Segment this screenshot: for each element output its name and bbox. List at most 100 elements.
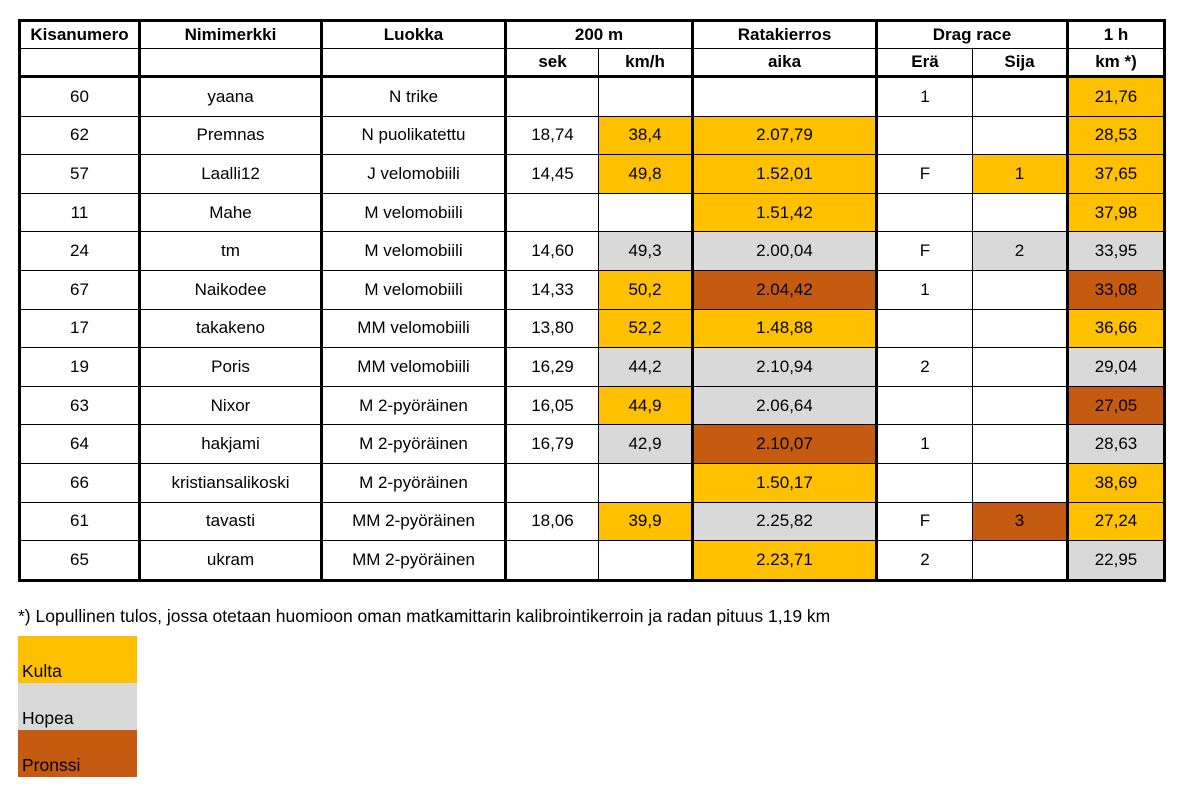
cell-luokka: N trike — [320, 76, 506, 117]
legend-label-gold: Kulta — [22, 661, 62, 681]
cell-sija: 1 — [972, 154, 1068, 194]
cell-aika: 1.52,01 — [691, 154, 877, 194]
table-row: 60 yaana N trike 1 21,76 — [19, 76, 1165, 117]
cell-sija — [972, 540, 1068, 581]
cell-nimimerkki: Poris — [138, 347, 322, 387]
header-empty-kisanumero — [19, 48, 140, 78]
cell-sek — [504, 540, 599, 581]
cell-nimimerkki: tm — [138, 231, 322, 271]
footnote: *) Lopullinen tulos, jossa otetaan huomi… — [18, 606, 831, 626]
cell-sija — [972, 347, 1068, 387]
cell-nimimerkki: ukram — [138, 540, 322, 581]
cell-sek: 14,45 — [504, 154, 599, 194]
cell-luokka: M 2-pyöräinen — [320, 462, 506, 503]
table-row: 24 tm M velomobiili 14,60 49,3 2.00,04 F 2 33,95 — [19, 231, 1165, 271]
cell-kmh: 44,2 — [598, 347, 693, 387]
cell-km: 22,95 — [1066, 540, 1165, 581]
cell-sija — [972, 269, 1068, 310]
cell-nimimerkki: kristiansalikoski — [138, 462, 322, 503]
cell-era: F — [875, 501, 973, 542]
cell-kisanumero: 57 — [19, 154, 140, 194]
table-row: 65 ukram MM 2-pyöräinen 2.23,71 2 22,95 — [19, 540, 1165, 581]
cell-era — [875, 385, 973, 426]
header-1h: 1 h — [1066, 20, 1165, 49]
cell-aika: 1.50,17 — [691, 462, 877, 503]
cell-era — [875, 192, 973, 233]
table-row: 17 takakeno MM velomobiili 13,80 52,2 1.48,88… — [19, 308, 1165, 349]
cell-sija: 2 — [972, 231, 1068, 271]
cell-nimimerkki: Nixor — [138, 385, 322, 426]
cell-aika: 2.06,64 — [691, 385, 877, 426]
cell-luokka: MM 2-pyöräinen — [320, 540, 506, 581]
cell-nimimerkki: takakeno — [138, 308, 322, 349]
cell-sija — [972, 115, 1068, 156]
cell-km: 29,04 — [1066, 347, 1165, 387]
cell-luokka: J velomobiili — [320, 154, 506, 194]
cell-sek: 14,33 — [504, 269, 599, 310]
cell-sek: 18,74 — [504, 115, 599, 156]
cell-km: 33,95 — [1066, 231, 1165, 271]
legend-item-bronze: Pronssi — [18, 730, 137, 777]
cell-era: 2 — [875, 347, 973, 387]
cell-km: 36,66 — [1066, 308, 1165, 349]
cell-era: F — [875, 231, 973, 271]
results-table: Kisanumero Nimimerkki Luokka 200 m Ratak… — [18, 19, 1166, 582]
cell-aika: 2.04,42 — [691, 269, 877, 310]
cell-sek: 16,79 — [504, 424, 599, 464]
results-body: 60 yaana N trike 1 21,76 62 Premnas N puolikate… — [19, 76, 1165, 581]
table-row: 61 tavasti MM 2-pyöräinen 18,06 39,9 2.25,82 F… — [19, 501, 1165, 542]
table-row: 11 Mahe M velomobiili 1.51,42 37,98 — [19, 192, 1165, 233]
cell-sek: 13,80 — [504, 308, 599, 349]
cell-era: 2 — [875, 540, 973, 581]
cell-km: 37,98 — [1066, 192, 1165, 233]
cell-aika: 2.23,71 — [691, 540, 877, 581]
cell-kisanumero: 24 — [19, 231, 140, 271]
cell-era — [875, 462, 973, 503]
cell-nimimerkki: Naikodee — [138, 269, 322, 310]
table-row: 57 Laalli12 J velomobiili 14,45 49,8 1.52,01 F… — [19, 154, 1165, 194]
header-sija: Sija — [972, 48, 1068, 78]
cell-kmh: 52,2 — [598, 308, 693, 349]
cell-sija — [972, 385, 1068, 426]
cell-era: 1 — [875, 424, 973, 464]
cell-luokka: M 2-pyöräinen — [320, 424, 506, 464]
cell-kmh: 39,9 — [598, 501, 693, 542]
cell-kisanumero: 64 — [19, 424, 140, 464]
header-row-groups: Kisanumero Nimimerkki Luokka 200 m Ratak… — [19, 20, 1165, 49]
cell-km: 28,53 — [1066, 115, 1165, 156]
cell-km: 21,76 — [1066, 76, 1165, 117]
cell-kisanumero: 61 — [19, 501, 140, 542]
cell-kmh: 50,2 — [598, 269, 693, 310]
cell-aika: 2.10,94 — [691, 347, 877, 387]
header-era: Erä — [875, 48, 973, 78]
header-ratakierros: Ratakierros — [691, 20, 877, 49]
cell-aika: 1.48,88 — [691, 308, 877, 349]
header-luokka: Luokka — [320, 20, 506, 49]
table-row: 62 Premnas N puolikatettu 18,74 38,4 2.07,79 2… — [19, 115, 1165, 156]
cell-luokka: MM 2-pyöräinen — [320, 501, 506, 542]
legend-item-gold: Kulta — [18, 636, 137, 683]
cell-aika: 2.10,07 — [691, 424, 877, 464]
cell-sek: 14,60 — [504, 231, 599, 271]
cell-kmh — [598, 192, 693, 233]
cell-kisanumero: 66 — [19, 462, 140, 503]
cell-kisanumero: 65 — [19, 540, 140, 581]
cell-sija: 3 — [972, 501, 1068, 542]
cell-km: 37,65 — [1066, 154, 1165, 194]
cell-luokka: N puolikatettu — [320, 115, 506, 156]
cell-nimimerkki: hakjami — [138, 424, 322, 464]
cell-km: 27,24 — [1066, 501, 1165, 542]
cell-kmh: 49,3 — [598, 231, 693, 271]
cell-kisanumero: 67 — [19, 269, 140, 310]
table-row: 67 Naikodee M velomobiili 14,33 50,2 2.04,42 1… — [19, 269, 1165, 310]
cell-aika — [691, 76, 877, 117]
cell-nimimerkki: tavasti — [138, 501, 322, 542]
cell-luokka: M velomobiili — [320, 269, 506, 310]
table-row: 64 hakjami M 2-pyöräinen 16,79 42,9 2.10,07 1 2… — [19, 424, 1165, 464]
cell-kisanumero: 19 — [19, 347, 140, 387]
table-row: 63 Nixor M 2-pyöräinen 16,05 44,9 2.06,64 27,0… — [19, 385, 1165, 426]
cell-nimimerkki: yaana — [138, 76, 322, 117]
cell-luokka: M 2-pyöräinen — [320, 385, 506, 426]
cell-kmh — [598, 76, 693, 117]
